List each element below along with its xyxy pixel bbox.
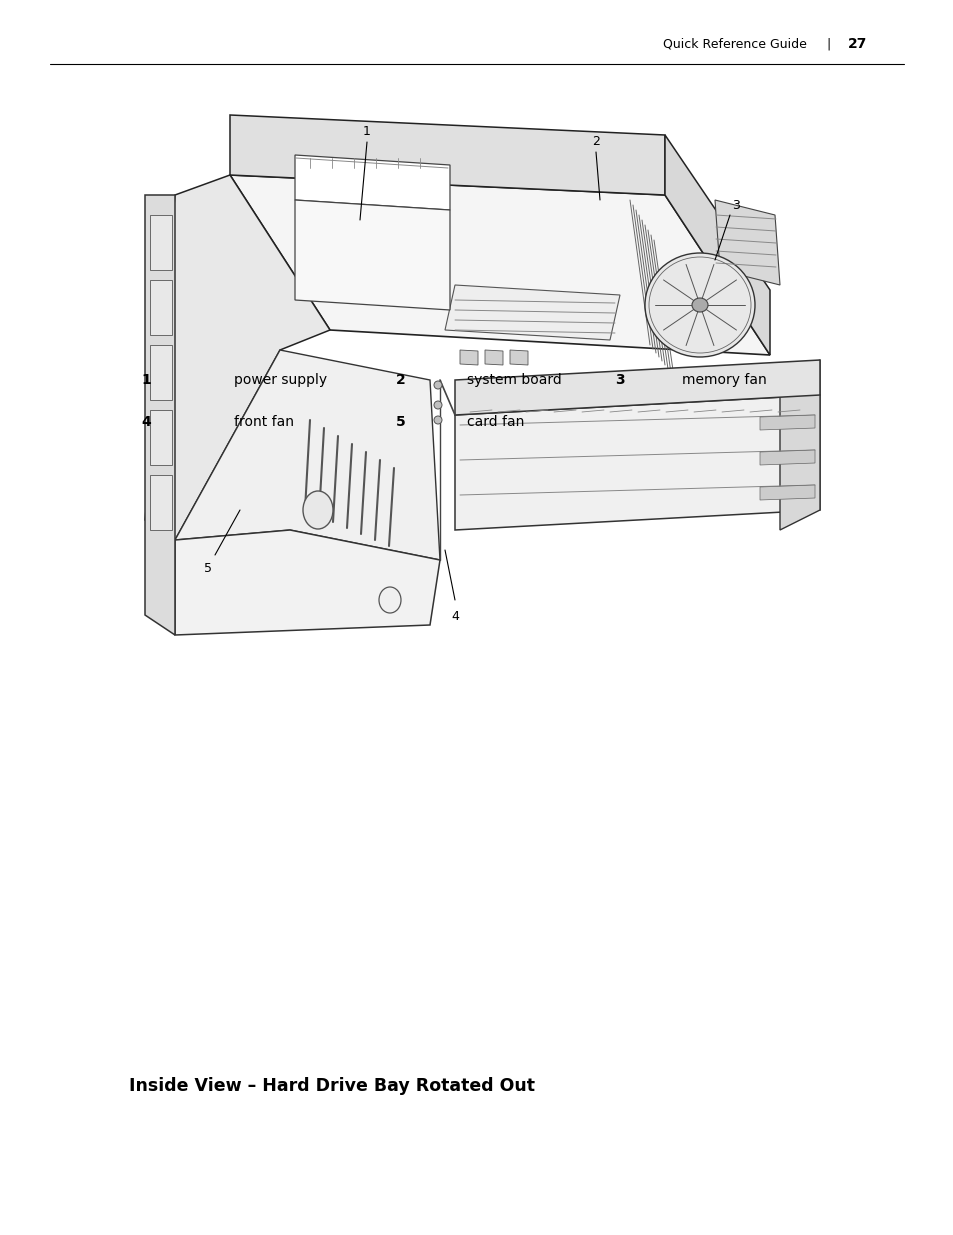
Polygon shape <box>294 200 450 310</box>
Text: 2: 2 <box>592 135 599 148</box>
Polygon shape <box>455 395 820 530</box>
Polygon shape <box>150 345 172 400</box>
Polygon shape <box>664 135 769 354</box>
Text: Quick Reference Guide: Quick Reference Guide <box>662 38 806 51</box>
Text: memory fan: memory fan <box>681 373 766 388</box>
Text: 27: 27 <box>847 37 866 52</box>
Ellipse shape <box>691 298 707 312</box>
Polygon shape <box>714 200 780 285</box>
Polygon shape <box>145 195 174 635</box>
Polygon shape <box>174 530 439 635</box>
Text: 5: 5 <box>395 415 405 430</box>
Polygon shape <box>230 175 769 354</box>
Polygon shape <box>150 280 172 335</box>
Ellipse shape <box>434 382 441 389</box>
Ellipse shape <box>434 401 441 409</box>
Ellipse shape <box>644 253 754 357</box>
Polygon shape <box>760 485 814 500</box>
Text: 3: 3 <box>731 199 740 212</box>
Polygon shape <box>444 285 619 340</box>
Polygon shape <box>230 115 664 195</box>
Text: Inside View – Hard Drive Bay Rotated Out: Inside View – Hard Drive Bay Rotated Out <box>129 1077 535 1095</box>
Polygon shape <box>459 350 477 366</box>
Text: 5: 5 <box>204 562 212 576</box>
Polygon shape <box>510 350 527 366</box>
Polygon shape <box>760 450 814 466</box>
Polygon shape <box>484 350 502 366</box>
Polygon shape <box>294 156 450 210</box>
Polygon shape <box>145 175 330 540</box>
Text: front fan: front fan <box>233 415 294 430</box>
Text: 1: 1 <box>363 125 371 138</box>
Polygon shape <box>780 359 820 530</box>
Polygon shape <box>150 475 172 530</box>
Ellipse shape <box>434 416 441 424</box>
Text: 4: 4 <box>451 610 458 622</box>
Polygon shape <box>174 350 439 559</box>
Polygon shape <box>760 415 814 430</box>
Text: |: | <box>825 38 829 51</box>
Ellipse shape <box>303 492 333 529</box>
Polygon shape <box>150 215 172 270</box>
Polygon shape <box>455 359 820 415</box>
Text: power supply: power supply <box>233 373 327 388</box>
Text: 2: 2 <box>395 373 405 388</box>
Text: card fan: card fan <box>467 415 524 430</box>
Text: 3: 3 <box>615 373 624 388</box>
Polygon shape <box>150 410 172 466</box>
Text: 4: 4 <box>141 415 151 430</box>
Text: 1: 1 <box>141 373 151 388</box>
Ellipse shape <box>378 587 400 613</box>
Text: system board: system board <box>467 373 561 388</box>
